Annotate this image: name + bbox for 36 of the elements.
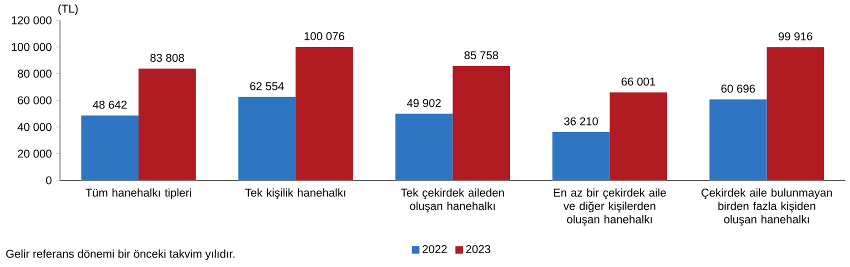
y-tick-label: 60 000 bbox=[18, 96, 52, 104]
x-tick-label: Tek kişilik hanehalkı bbox=[245, 188, 346, 199]
bar bbox=[395, 114, 453, 180]
bar bbox=[709, 99, 767, 180]
legend-label: 2023 bbox=[466, 245, 490, 254]
data-label: 99 916 bbox=[778, 32, 812, 40]
bar bbox=[452, 66, 510, 180]
data-label: 48 642 bbox=[92, 100, 127, 109]
data-label: 83 808 bbox=[150, 54, 184, 62]
y-axis-title: (TL) bbox=[58, 4, 78, 15]
y-tick-label: 120 000 bbox=[12, 16, 52, 24]
x-tick-label: Tek çekirdek aileden oluşan hanehalkı bbox=[400, 188, 504, 212]
data-label: 85 758 bbox=[464, 51, 498, 60]
y-tick-label: 100 000 bbox=[12, 42, 52, 51]
data-label: 49 902 bbox=[406, 99, 441, 108]
bar bbox=[81, 115, 139, 180]
legend-label: 2022 bbox=[422, 245, 447, 254]
bar bbox=[610, 92, 668, 180]
bar bbox=[238, 96, 296, 180]
bar bbox=[552, 132, 610, 180]
y-tick-label: 40 000 bbox=[18, 122, 52, 131]
data-label: 36 210 bbox=[564, 117, 598, 126]
x-tick-label: Tüm hanehalkı tipleri bbox=[86, 188, 191, 199]
y-tick-label: 0 bbox=[46, 176, 52, 184]
y-tick-label: 20 000 bbox=[18, 150, 52, 158]
bar bbox=[138, 68, 196, 180]
bar bbox=[766, 47, 824, 180]
data-label: 62 554 bbox=[250, 82, 284, 90]
x-tick-label: En az bir çekirdek aile ve diğer kişilerden oluşan hanehalkı bbox=[554, 188, 666, 226]
data-label: 66 001 bbox=[622, 78, 656, 86]
data-label: 100 076 bbox=[304, 32, 344, 40]
data-label: 60 696 bbox=[721, 84, 755, 93]
text: Gelir referans dönemi bir önceki takvim yılıdır. bbox=[6, 249, 234, 260]
y-tick-label: 80 000 bbox=[18, 70, 52, 78]
x-tick-label: Çekirdek aile bulunmayan birden fazla kişiden oluşan hanehalkı bbox=[702, 188, 832, 226]
bar bbox=[296, 46, 353, 180]
